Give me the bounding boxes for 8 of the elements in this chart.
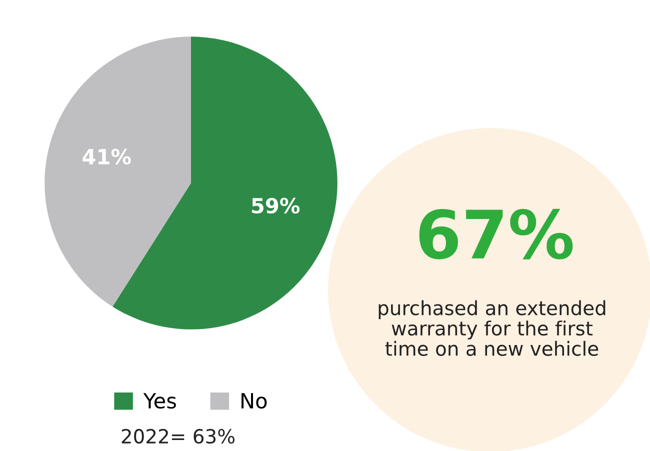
legend-label: No bbox=[242, 393, 267, 409]
text: purchased an extended warranty for the first time on a new vehicle bbox=[378, 300, 606, 356]
pie-slice bbox=[44, 36, 191, 307]
legend-label: Yes bbox=[143, 393, 176, 409]
text: 67% bbox=[419, 208, 573, 260]
data-label: 41% bbox=[82, 148, 131, 165]
data-label: 59% bbox=[252, 198, 300, 214]
text: 2022= 63% bbox=[122, 428, 235, 444]
